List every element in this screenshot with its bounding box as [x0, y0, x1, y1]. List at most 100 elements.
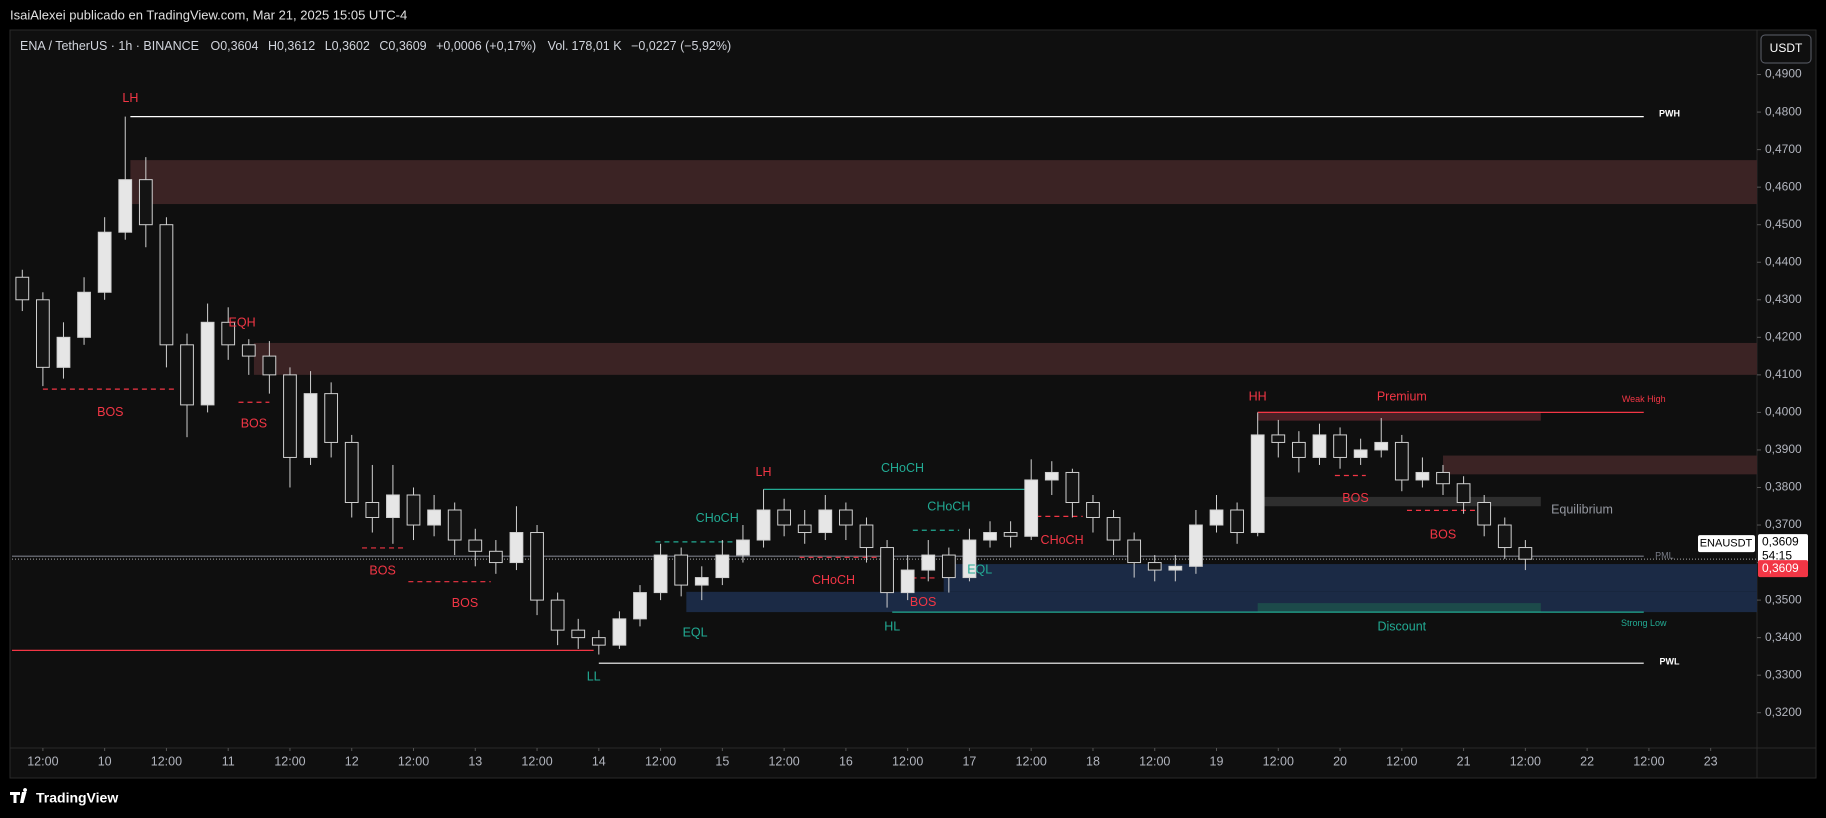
- candle-body: [900, 569, 915, 594]
- candle-body: [777, 509, 792, 526]
- candle-body: [56, 336, 71, 368]
- candle-body: [1415, 471, 1430, 481]
- brand-name: TradingView: [36, 790, 118, 806]
- candle-body: [406, 494, 421, 526]
- candle-body: [612, 618, 627, 646]
- last-price-box: [1758, 560, 1808, 578]
- y-tick-label: 0,3400: [1765, 630, 1802, 644]
- y-tick-label: 0,4000: [1765, 405, 1802, 419]
- annotation-label: CHoCH: [696, 511, 739, 525]
- candle-body: [633, 592, 647, 620]
- candle-body: [1312, 434, 1327, 458]
- candle-body: [941, 554, 956, 579]
- candle-body: [221, 321, 236, 346]
- candle-body: [241, 344, 256, 357]
- annotation-label: Weak High: [1622, 394, 1666, 404]
- ohlc-value: 0,3609: [388, 39, 426, 53]
- candle-body: [1106, 517, 1121, 541]
- candle-body: [859, 524, 874, 549]
- candle-body: [1436, 471, 1450, 485]
- y-tick-label: 0,3900: [1765, 442, 1802, 456]
- y-tick-label: 0,3200: [1765, 705, 1802, 719]
- candle-body: [591, 637, 606, 646]
- last-price-label: 0,3609: [1762, 561, 1799, 575]
- x-tick-label: 12:00: [521, 754, 552, 768]
- x-tick-label: 12:00: [398, 754, 429, 768]
- last-price-label: 0,3609: [1762, 534, 1799, 548]
- plot-layer: LH BOS EQH BOS BOS BOS LL EQL CHoCH LH CHoCH CHoCH C…: [12, 91, 1757, 684]
- candle-body: [1477, 501, 1492, 526]
- candle-body: [550, 599, 565, 631]
- annotation-label: BOS: [97, 405, 123, 419]
- candle-body: [1168, 565, 1183, 571]
- candle-body: [571, 629, 586, 639]
- candle-body: [1497, 524, 1512, 549]
- zone: [943, 564, 1757, 592]
- x-tick-label: 10: [98, 754, 112, 768]
- x-tick-label: 19: [1210, 754, 1224, 768]
- candle-body: [1147, 562, 1162, 571]
- candle-body: [921, 554, 936, 571]
- x-tick-label: 12:00: [1633, 754, 1664, 768]
- candle-body: [118, 179, 133, 233]
- currency-button-label[interactable]: USDT: [1770, 41, 1803, 55]
- x-tick-label: 12:00: [27, 754, 58, 768]
- candle-body: [365, 501, 380, 519]
- currency-button[interactable]: [1760, 34, 1812, 64]
- ohlc-key: H: [268, 39, 277, 53]
- annotation-label: HL: [884, 619, 900, 633]
- x-tick-label: 20: [1333, 754, 1347, 768]
- candle-body: [324, 393, 339, 443]
- candle-body: [1044, 471, 1059, 481]
- y-tick-label: 0,3300: [1765, 667, 1802, 681]
- ohlc-value: 0,3604: [220, 39, 258, 53]
- x-tick-label: 12:00: [1139, 754, 1170, 768]
- candle-body: [1086, 501, 1100, 519]
- y-tick-label: 0,4900: [1765, 67, 1802, 81]
- symbol: ENA / TetherUS · 1h · BINANCE: [20, 39, 199, 53]
- candle-body: [488, 550, 503, 564]
- candle-body: [1456, 483, 1471, 503]
- annotation-label: BOS: [241, 417, 267, 431]
- x-tick-label: 13: [468, 754, 482, 768]
- candle-body: [880, 547, 894, 594]
- x-tick-label: 12:00: [645, 754, 676, 768]
- annotation-label: HH: [1249, 390, 1267, 404]
- x-tick-label: 14: [592, 754, 606, 768]
- countdown-label: 54:15: [1762, 548, 1792, 562]
- x-tick-label: 23: [1704, 754, 1718, 768]
- ohlc-key: L: [325, 39, 332, 53]
- countdown-box: [1758, 534, 1808, 566]
- candle-body: [1394, 441, 1409, 481]
- y-tick-label: 0,4200: [1765, 329, 1802, 343]
- candle-body: [344, 441, 359, 503]
- y-tick-label: 0,3500: [1765, 592, 1802, 606]
- x-tick-label: 15: [715, 754, 729, 768]
- candle-body: [15, 276, 30, 301]
- annotation-label: CHoCH: [881, 461, 924, 475]
- candle-body: [1353, 449, 1368, 458]
- candle-body: [1250, 434, 1265, 534]
- candle-body: [180, 344, 194, 406]
- candle-body: [736, 539, 750, 556]
- publish-line: IsaiAlexei publicado en TradingView.com,…: [10, 7, 407, 22]
- ohlc-key: O: [210, 39, 220, 53]
- candle-body: [1189, 524, 1203, 567]
- x-tick-label: 12:00: [151, 754, 182, 768]
- y-tick-label: 0,4300: [1765, 292, 1802, 306]
- annotation-label: Equilibrium: [1551, 503, 1613, 517]
- candle-body: [509, 532, 524, 564]
- x-tick-label: 21: [1457, 754, 1471, 768]
- zone: [1257, 603, 1541, 613]
- x-tick-label: 16: [839, 754, 853, 768]
- annotation-label: CHoCH: [812, 573, 855, 587]
- zone: [130, 160, 1757, 205]
- candle-body: [530, 532, 544, 601]
- zone: [253, 342, 1757, 375]
- brand-logo: [10, 788, 28, 803]
- x-tick-label: 22: [1580, 754, 1594, 768]
- ohlc-value: 0,3612: [277, 39, 315, 53]
- y-tick-label: 0,4100: [1765, 367, 1802, 381]
- zone: [1443, 455, 1757, 475]
- candle-body: [1230, 509, 1244, 534]
